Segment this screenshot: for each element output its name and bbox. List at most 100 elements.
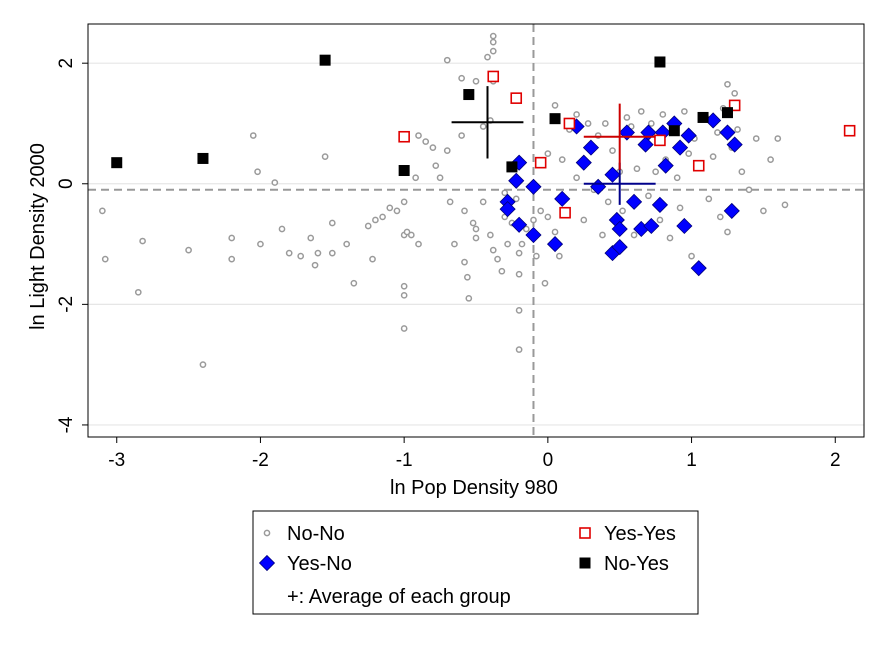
point-no-yes [463,89,475,101]
point-no-no [489,38,497,46]
x-axis-title: ln Pop Density 980 [390,477,558,499]
point-no-no [731,89,739,97]
point-no-no [379,213,386,221]
point-no-no [487,231,494,239]
legend-note: +: Average of each group [287,586,511,608]
series-yes-no [499,112,743,277]
point-yes-no [626,193,643,210]
point-no-no [446,198,454,206]
point-no-no [321,153,329,160]
y-axis-title: ln Light Density 2000 [27,143,49,330]
point-no-no [580,216,588,224]
point-no-no [271,179,279,186]
point-no-no [656,216,664,224]
point-no-no [734,126,741,133]
point-no-no [489,47,497,55]
point-no-no [458,132,465,139]
point-no-no [558,156,566,164]
point-yes-no [611,220,628,238]
y-tick-label: 2 [56,58,77,69]
point-no-no [752,135,760,142]
point-no-yes [668,125,680,137]
y-tick-label: -4 [56,416,77,433]
point-no-no [573,174,580,182]
point-no-no [429,144,437,151]
data-points [99,32,856,368]
average-cross-yes-yes [583,103,656,170]
point-no-no [228,234,236,242]
legend-marker-no-no [263,529,271,537]
point-no-no [257,240,264,248]
point-no-no [472,234,480,242]
point-no-no [685,150,693,157]
point-yes-yes [487,70,500,83]
point-no-no [469,219,477,227]
point-no-no [601,120,609,127]
point-yes-no [643,217,660,235]
point-no-no [364,222,372,230]
point-yes-no [511,216,528,233]
point-no-no [774,135,782,142]
point-no-no [415,240,422,248]
point-no-no [645,192,652,200]
point-no-no [400,198,408,206]
x-tick-label: -1 [396,450,413,471]
point-yes-no [637,136,654,153]
legend-label: Yes-Yes [604,523,676,545]
point-no-no [436,174,444,182]
point-yes-no [525,226,542,244]
point-no-yes [197,152,209,164]
point-no-no [659,111,667,118]
point-no-no [249,132,257,139]
point-no-no [328,249,336,257]
point-no-no [619,207,626,215]
point-no-no [630,231,638,239]
point-yes-yes [510,92,523,104]
point-no-no [688,252,695,260]
point-yes-no [611,239,628,256]
point-no-no [555,252,563,260]
point-yes-yes [654,134,666,147]
point-no-yes [398,165,410,177]
point-yes-no [723,202,740,219]
point-no-yes [506,161,518,173]
point-yes-no [690,260,707,277]
legend-marker-no-yes [579,557,591,569]
point-no-no [461,258,468,266]
point-no-no [400,291,408,299]
point-no-no [515,249,523,257]
point-no-no [464,273,471,281]
point-no-no [599,231,606,239]
gridlines [88,62,864,426]
point-no-no [443,147,451,154]
legend-item-yes-no: Yes-No [258,553,352,575]
point-no-no [472,225,480,233]
legend-label: No-No [287,523,345,545]
point-no-no [760,207,767,215]
series-no-yes [111,54,733,177]
point-yes-no [575,154,592,171]
point-no-no [407,231,415,239]
point-no-no [228,255,236,263]
x-tick-label: -3 [108,450,125,471]
point-no-no [451,240,458,248]
point-no-no [139,237,146,245]
point-no-no [412,174,419,182]
point-no-no [465,294,473,302]
point-no-no [666,234,674,242]
series-no-no [99,32,789,368]
point-no-no [372,216,379,224]
legend-label: No-Yes [604,553,669,575]
average-cross-no-no [451,86,524,159]
point-no-no [781,201,789,209]
point-no-no [745,186,753,194]
point-yes-yes [398,130,410,143]
point-no-no [479,123,487,130]
point-no-no [551,102,559,109]
point-yes-no [499,201,516,218]
point-yes-no [680,127,697,144]
point-yes-no [676,217,693,235]
x-tick-label: 0 [543,450,554,471]
point-no-yes [697,111,709,123]
point-no-no [101,255,109,263]
